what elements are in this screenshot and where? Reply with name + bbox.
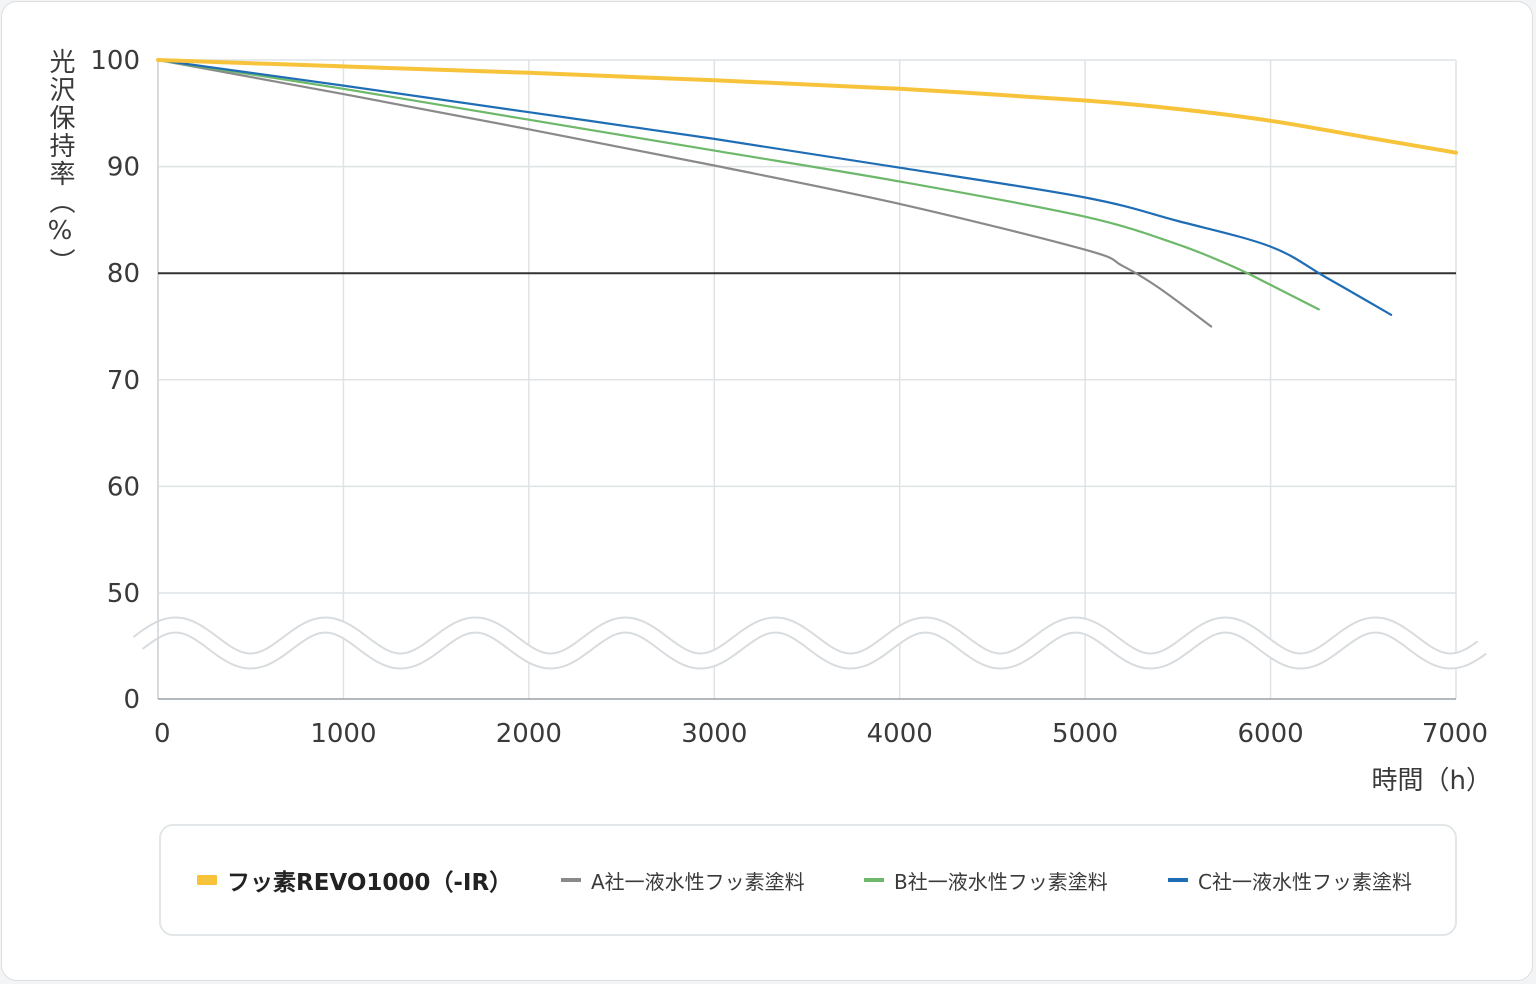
y-tick-label: 90 xyxy=(107,153,140,183)
legend: フッ素REVO1000（-IR） A社一液水性フッ素塗料 B社一液水性フッ素塗料… xyxy=(159,824,1457,936)
legend-swatch-b xyxy=(864,878,884,882)
y-axis-label: 光沢保持率（%） xyxy=(45,48,75,276)
x-tick-label: 7000 xyxy=(1422,719,1488,749)
legend-item-c: C社一液水性フッ素塗料 xyxy=(1168,826,1412,934)
series-line-0 xyxy=(156,58,1458,155)
series-line-3 xyxy=(156,58,1393,316)
series-line-1 xyxy=(156,58,1213,328)
y-tick-label: 80 xyxy=(107,259,140,289)
x-tick-label: 0 xyxy=(154,719,171,749)
x-tick-label: 4000 xyxy=(867,719,933,749)
legend-label-b: B社一液水性フッ素塗料 xyxy=(894,869,1108,894)
legend-label-c: C社一液水性フッ素塗料 xyxy=(1198,869,1412,894)
y-tick-label: 100 xyxy=(90,46,140,76)
x-tick-label: 3000 xyxy=(681,719,747,749)
y-tick-label: 50 xyxy=(107,579,140,609)
x-tick-label: 1000 xyxy=(310,719,376,749)
legend-swatch-a xyxy=(561,878,581,882)
x-tick-label: 2000 xyxy=(496,719,562,749)
y-tick-label: 0 xyxy=(123,685,140,715)
legend-label-revo: フッ素REVO1000（-IR） xyxy=(227,870,513,896)
axis-break-wave xyxy=(134,618,1486,668)
legend-label-a: A社一液水性フッ素塗料 xyxy=(591,869,805,894)
legend-item-a: A社一液水性フッ素塗料 xyxy=(561,826,805,934)
legend-item-b: B社一液水性フッ素塗料 xyxy=(864,826,1108,934)
x-tick-label: 5000 xyxy=(1052,719,1118,749)
legend-swatch-revo xyxy=(197,875,217,885)
x-tick-label: 6000 xyxy=(1237,719,1303,749)
series-line-2 xyxy=(156,58,1320,311)
legend-swatch-c xyxy=(1168,878,1188,882)
y-tick-label: 70 xyxy=(107,366,140,396)
x-axis-label: 時間（h） xyxy=(1371,766,1492,796)
y-tick-label: 60 xyxy=(107,472,140,502)
legend-item-revo: フッ素REVO1000（-IR） xyxy=(197,826,512,934)
